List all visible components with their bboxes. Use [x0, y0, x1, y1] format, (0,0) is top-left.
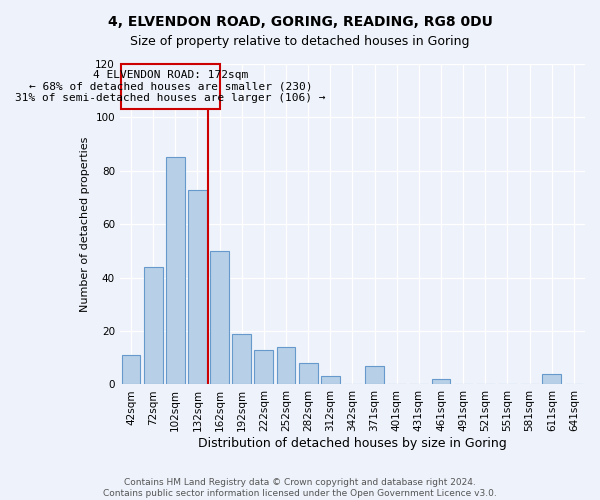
Bar [321, 376, 340, 384]
Text: 4, ELVENDON ROAD, GORING, READING, RG8 0DU: 4, ELVENDON ROAD, GORING, READING, RG8 0… [107, 15, 493, 29]
Bar [277, 347, 295, 385]
Bar [299, 363, 317, 384]
FancyBboxPatch shape [121, 64, 220, 110]
Bar [210, 251, 229, 384]
Bar [188, 190, 207, 384]
Bar [232, 334, 251, 384]
Bar [143, 267, 163, 384]
Text: 4 ELVENDON ROAD: 172sqm
← 68% of detached houses are smaller (230)
31% of semi-d: 4 ELVENDON ROAD: 172sqm ← 68% of detache… [15, 70, 326, 103]
Text: Contains HM Land Registry data © Crown copyright and database right 2024.
Contai: Contains HM Land Registry data © Crown c… [103, 478, 497, 498]
Bar [166, 158, 185, 384]
Text: Size of property relative to detached houses in Goring: Size of property relative to detached ho… [130, 35, 470, 48]
Bar [542, 374, 561, 384]
Bar [122, 355, 140, 384]
Bar [365, 366, 384, 384]
Bar [431, 379, 451, 384]
Y-axis label: Number of detached properties: Number of detached properties [80, 136, 90, 312]
X-axis label: Distribution of detached houses by size in Goring: Distribution of detached houses by size … [198, 437, 507, 450]
Bar [254, 350, 273, 384]
